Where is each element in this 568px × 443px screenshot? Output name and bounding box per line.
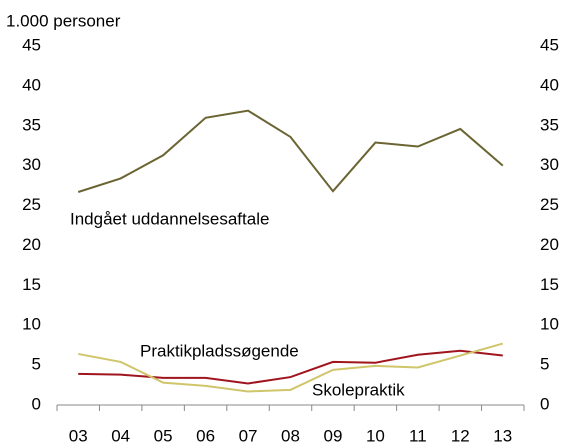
x-tick-label: 06	[196, 426, 215, 443]
x-tick-label: 11	[409, 426, 427, 443]
y-tick-label: 45	[22, 35, 41, 54]
y-tick-label: 20	[22, 235, 41, 254]
x-tick-label: 08	[281, 426, 300, 443]
y2-tick-label: 25	[540, 195, 559, 214]
y-axis-label: 1.000 personer	[6, 11, 121, 30]
series-label: Indgået uddannelsesaftale	[70, 209, 269, 228]
y2-tick-label: 30	[540, 155, 559, 174]
x-tick-label: 05	[154, 426, 173, 443]
y-tick-label: 40	[22, 75, 41, 94]
series-label: Skolepraktik	[312, 380, 405, 399]
x-tick-label: 12	[451, 426, 470, 443]
y2-tick-label: 20	[540, 235, 559, 254]
y2-tick-label: 0	[540, 394, 549, 413]
series-label: Praktikpladssøgende	[140, 341, 299, 360]
y-tick-label: 15	[22, 275, 41, 294]
y-tick-label: 30	[22, 155, 41, 174]
y-tick-label: 5	[32, 355, 41, 374]
y2-tick-label: 15	[540, 275, 559, 294]
y2-tick-label: 10	[540, 315, 559, 334]
x-tick-label: 07	[239, 426, 258, 443]
x-tick-label: 03	[69, 426, 88, 443]
x-tick-label: 13	[493, 426, 512, 443]
y2-tick-label: 40	[540, 75, 559, 94]
x-tick-label: 09	[323, 426, 342, 443]
y-tick-label: 35	[22, 115, 41, 134]
x-tick-label: 10	[366, 426, 385, 443]
y2-tick-label: 35	[540, 115, 559, 134]
series-line	[77, 109, 504, 193]
y2-tick-label: 45	[540, 35, 559, 54]
y-tick-label: 25	[22, 195, 41, 214]
series-line	[78, 342, 504, 393]
y2-tick-label: 5	[540, 355, 549, 374]
y-tick-label: 10	[22, 315, 41, 334]
y-tick-label: 0	[32, 394, 41, 413]
x-tick-label: 04	[111, 426, 130, 443]
